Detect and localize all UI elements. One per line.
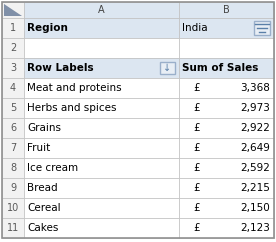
Text: 2,123: 2,123 xyxy=(240,223,270,233)
Bar xyxy=(179,158,274,178)
Text: 2,215: 2,215 xyxy=(240,183,270,193)
Text: 10: 10 xyxy=(7,203,19,213)
Bar xyxy=(24,38,179,58)
Bar xyxy=(179,78,274,98)
Text: £: £ xyxy=(194,103,200,113)
Text: 2,922: 2,922 xyxy=(240,123,270,133)
Bar xyxy=(254,21,270,35)
Bar xyxy=(24,118,179,138)
Text: Region: Region xyxy=(27,23,68,33)
Text: 11: 11 xyxy=(7,223,19,233)
Text: Ice cream: Ice cream xyxy=(27,163,78,173)
Bar xyxy=(24,18,179,38)
Text: 5: 5 xyxy=(10,103,16,113)
Bar xyxy=(2,178,24,198)
Text: Cakes: Cakes xyxy=(27,223,59,233)
Text: £: £ xyxy=(194,123,200,133)
Text: 4: 4 xyxy=(10,83,16,93)
Bar xyxy=(2,98,24,118)
Bar xyxy=(2,58,24,78)
Bar xyxy=(179,198,274,218)
Bar xyxy=(2,198,24,218)
Text: ↓: ↓ xyxy=(163,63,172,73)
Text: 2,592: 2,592 xyxy=(240,163,270,173)
Bar xyxy=(179,38,274,58)
Bar xyxy=(179,58,274,78)
Text: 2,973: 2,973 xyxy=(240,103,270,113)
Text: Row Labels: Row Labels xyxy=(27,63,94,73)
Bar xyxy=(24,198,179,218)
Text: Cereal: Cereal xyxy=(27,203,61,213)
Bar xyxy=(2,2,24,18)
Bar xyxy=(2,138,24,158)
Text: £: £ xyxy=(194,163,200,173)
Text: Sum of Sales: Sum of Sales xyxy=(182,63,258,73)
Text: 1: 1 xyxy=(10,23,16,33)
Bar xyxy=(160,62,175,74)
Bar xyxy=(179,18,274,38)
Text: Fruit: Fruit xyxy=(27,143,50,153)
Text: £: £ xyxy=(194,223,200,233)
Text: Grains: Grains xyxy=(27,123,61,133)
Bar xyxy=(24,2,179,18)
Bar xyxy=(179,178,274,198)
Bar xyxy=(24,58,179,78)
Text: Bread: Bread xyxy=(27,183,58,193)
Text: 3: 3 xyxy=(10,63,16,73)
Text: 8: 8 xyxy=(10,163,16,173)
Bar xyxy=(2,158,24,178)
Text: 6: 6 xyxy=(10,123,16,133)
Text: B: B xyxy=(223,5,230,15)
Text: 2,649: 2,649 xyxy=(240,143,270,153)
Bar xyxy=(179,118,274,138)
Text: 9: 9 xyxy=(10,183,16,193)
Bar xyxy=(24,158,179,178)
Bar xyxy=(2,78,24,98)
Bar xyxy=(24,138,179,158)
Bar xyxy=(179,218,274,238)
Text: £: £ xyxy=(194,183,200,193)
Bar xyxy=(179,98,274,118)
Text: £: £ xyxy=(194,203,200,213)
Bar xyxy=(24,218,179,238)
Bar xyxy=(179,138,274,158)
Text: £: £ xyxy=(194,143,200,153)
Text: 3,368: 3,368 xyxy=(240,83,270,93)
Text: Meat and proteins: Meat and proteins xyxy=(27,83,122,93)
Bar xyxy=(2,38,24,58)
Bar xyxy=(24,98,179,118)
Text: £: £ xyxy=(194,83,200,93)
Text: Herbs and spices: Herbs and spices xyxy=(27,103,116,113)
Bar xyxy=(2,218,24,238)
Text: A: A xyxy=(98,5,105,15)
Text: 7: 7 xyxy=(10,143,16,153)
Bar xyxy=(2,118,24,138)
Text: India: India xyxy=(182,23,208,33)
Bar xyxy=(2,18,24,38)
Bar xyxy=(24,178,179,198)
Bar xyxy=(179,2,274,18)
Text: 2: 2 xyxy=(10,43,16,53)
Bar xyxy=(24,78,179,98)
Polygon shape xyxy=(4,4,22,16)
Text: 2,150: 2,150 xyxy=(240,203,270,213)
